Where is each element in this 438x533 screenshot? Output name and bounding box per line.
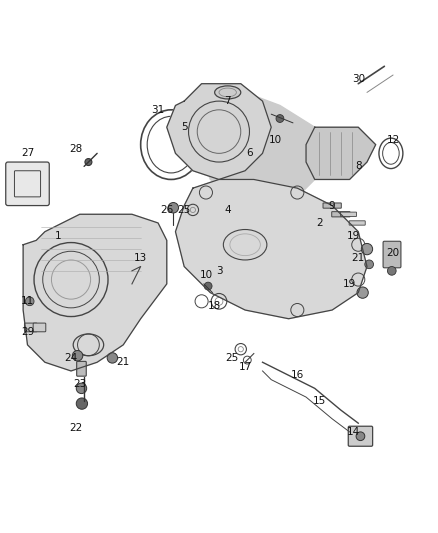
Text: 22: 22 (69, 423, 82, 433)
Text: 27: 27 (21, 148, 34, 158)
FancyBboxPatch shape (77, 361, 86, 376)
Text: 25: 25 (226, 353, 239, 363)
Polygon shape (23, 214, 167, 371)
Text: 12: 12 (386, 135, 400, 146)
Text: 13: 13 (134, 253, 147, 263)
Polygon shape (306, 127, 376, 180)
Text: 11: 11 (21, 296, 34, 306)
Circle shape (361, 244, 373, 255)
FancyBboxPatch shape (6, 162, 49, 206)
Polygon shape (176, 180, 367, 319)
Text: 28: 28 (69, 144, 82, 154)
Text: 10: 10 (269, 135, 282, 146)
Polygon shape (167, 84, 271, 180)
Polygon shape (201, 92, 323, 206)
Text: 23: 23 (73, 379, 86, 389)
Text: 24: 24 (64, 353, 78, 363)
Text: 26: 26 (160, 205, 173, 215)
Circle shape (365, 260, 374, 269)
Text: 14: 14 (347, 427, 360, 437)
Circle shape (388, 266, 396, 275)
FancyBboxPatch shape (340, 212, 357, 216)
FancyBboxPatch shape (33, 323, 46, 332)
Text: 29: 29 (21, 327, 34, 337)
FancyBboxPatch shape (25, 323, 37, 332)
Text: 19: 19 (343, 279, 356, 289)
Text: 5: 5 (181, 122, 187, 132)
Text: 8: 8 (355, 161, 362, 172)
Text: 1: 1 (55, 231, 61, 241)
Text: 10: 10 (199, 270, 212, 280)
Circle shape (76, 383, 87, 393)
Circle shape (276, 115, 284, 123)
Circle shape (25, 297, 34, 305)
FancyBboxPatch shape (323, 203, 341, 208)
Text: 9: 9 (329, 200, 336, 211)
Circle shape (107, 353, 117, 363)
Text: 3: 3 (215, 266, 223, 276)
Text: 2: 2 (316, 218, 322, 228)
FancyBboxPatch shape (349, 221, 365, 225)
FancyBboxPatch shape (383, 241, 401, 268)
Circle shape (76, 398, 88, 409)
Circle shape (356, 432, 365, 441)
Text: 7: 7 (224, 96, 231, 106)
Text: 19: 19 (347, 231, 360, 241)
Text: 31: 31 (152, 105, 165, 115)
Text: 18: 18 (208, 301, 221, 311)
Circle shape (357, 287, 368, 298)
Text: 30: 30 (352, 75, 365, 84)
Text: 17: 17 (238, 361, 252, 372)
Text: 25: 25 (177, 205, 191, 215)
Ellipse shape (215, 86, 241, 99)
Circle shape (85, 158, 92, 166)
Text: 21: 21 (352, 253, 365, 263)
Text: 15: 15 (312, 397, 326, 407)
Circle shape (72, 351, 83, 361)
Text: 4: 4 (224, 205, 231, 215)
Text: 16: 16 (291, 370, 304, 381)
Circle shape (204, 282, 212, 290)
FancyBboxPatch shape (332, 212, 350, 217)
Text: 21: 21 (117, 357, 130, 367)
Circle shape (168, 203, 179, 213)
Text: 6: 6 (246, 148, 253, 158)
Text: 20: 20 (386, 248, 399, 259)
FancyBboxPatch shape (348, 426, 373, 446)
